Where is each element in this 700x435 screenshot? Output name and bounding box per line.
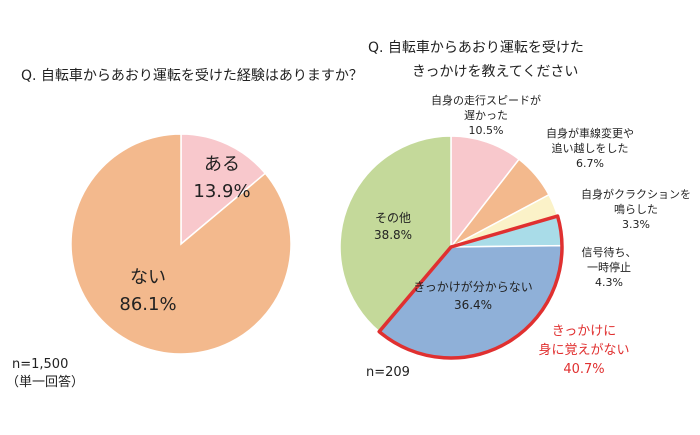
highlight-label-line2: 身に覚えがない	[538, 342, 629, 358]
left-slice-value-nai: 86.1%	[119, 294, 176, 315]
right-pie-slice-5	[339, 135, 452, 333]
slice-signal-label-line2: 一時停止	[587, 260, 631, 274]
right-pie-slice-0	[450, 135, 521, 250]
slice-signal-value: 4.3%	[595, 276, 623, 289]
left-pie-slice-0	[180, 133, 267, 246]
left-answer-type: （単一回答）	[6, 374, 84, 390]
left-pie	[70, 133, 292, 355]
slice-speed-value: 10.5%	[469, 124, 504, 137]
slice-speed-label-line2: 遅かった	[464, 109, 508, 122]
slice-other-label: その他	[375, 211, 411, 225]
right-sample-size: n=209	[366, 365, 410, 380]
highlight-outline-path	[377, 214, 564, 360]
slice-speed-label-line1: 自身の走行スピードが	[431, 93, 541, 107]
highlight-outline	[377, 214, 564, 360]
slice-horn-label-line1: 自身がクラクションを	[581, 187, 691, 201]
left-slice-value-aru: 13.9%	[193, 181, 250, 202]
slice-other-value: 38.8%	[374, 228, 412, 242]
highlight-label-line1: きっかけに	[552, 324, 616, 339]
left-sample-size: n=1,500	[12, 357, 68, 372]
right-chart-title-line1: Q. 自転車からあおり運転を受けた	[368, 39, 584, 56]
slice-horn-label-line2: 鳴らした	[614, 202, 658, 216]
slice-signal-label-line1: 信号待ち、	[582, 245, 637, 259]
slice-unknown-label: きっかけが分からない	[413, 279, 533, 294]
right-chart-title-line2: きっかけを教えてください	[412, 64, 578, 80]
slice-lane-value: 6.7%	[576, 157, 604, 170]
highlight-value: 40.7%	[563, 362, 604, 377]
slice-horn-value: 3.3%	[622, 218, 650, 231]
slice-lane-label-line1: 自身が車線変更や	[546, 126, 634, 140]
left-pie-slice-1	[70, 133, 292, 355]
left-slice-label-aru: ある	[204, 154, 240, 175]
slice-lane-label-line2: 追い越しをした	[552, 141, 629, 155]
left-slice-label-nai: ない	[130, 267, 166, 288]
left-chart-title: Q. 自転車からあおり運転を受けた経験はありますか？	[21, 67, 363, 84]
slice-unknown-value: 36.4%	[454, 298, 492, 312]
